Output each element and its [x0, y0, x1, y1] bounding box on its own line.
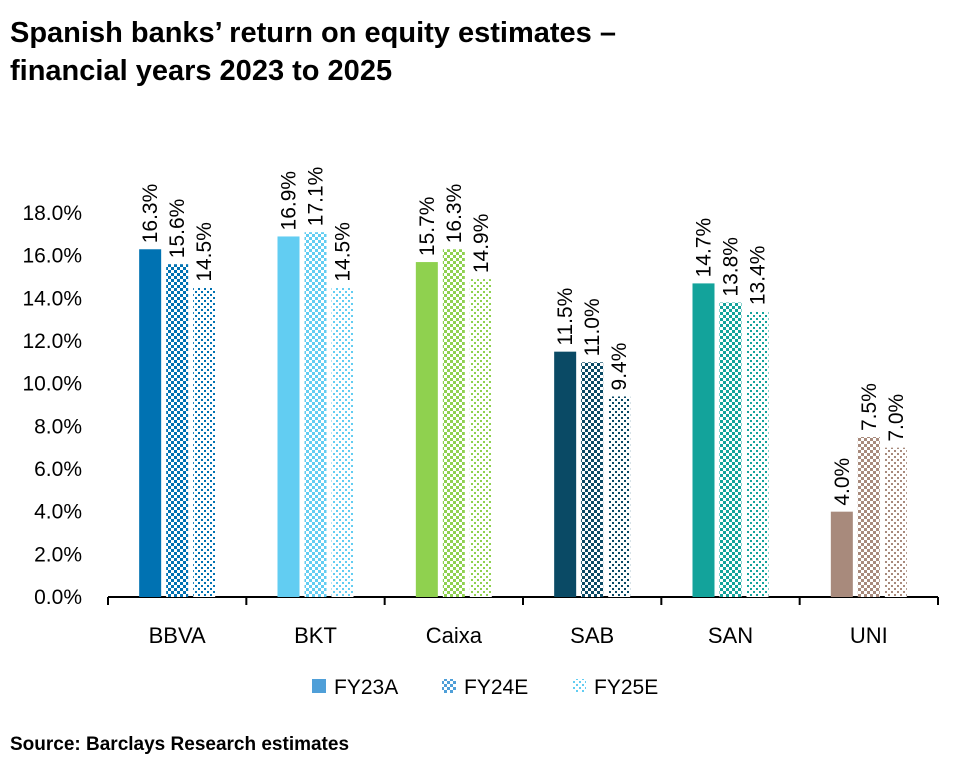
data-label: 14.7%: [693, 218, 716, 278]
legend-swatch-fy24e: [442, 679, 456, 693]
y-tick-label: 2.0%: [34, 543, 82, 566]
category-label: Caixa: [426, 623, 483, 648]
bar-uni-fy23a: [830, 511, 853, 597]
category-label: BKT: [294, 623, 337, 648]
title-line-1: Spanish banks’ return on equity estimate…: [10, 17, 616, 49]
bar-bbva-fy25e: [193, 287, 216, 597]
y-tick-label: 0.0%: [34, 586, 82, 609]
y-tick-label: 16.0%: [22, 245, 82, 268]
legend-label: FY25E: [594, 676, 658, 699]
legend-swatch-fy23a: [312, 679, 326, 693]
bar-bkt-fy23a: [277, 236, 300, 597]
data-label: 9.4%: [608, 343, 631, 391]
category-label: BBVA: [149, 623, 206, 648]
category-label: UNI: [850, 623, 888, 648]
bar-uni-fy24e: [857, 437, 880, 597]
bar-uni-fy25e: [884, 447, 907, 597]
data-label: 7.5%: [858, 383, 881, 431]
data-label: 16.9%: [278, 171, 301, 231]
title-line-2: financial years 2023 to 2025: [10, 55, 393, 87]
bar-bbva-fy24e: [166, 264, 189, 597]
chart-title: Spanish banks’ return on equity estimate…: [10, 14, 910, 90]
y-tick-label: 8.0%: [34, 415, 82, 438]
y-tick-label: 14.0%: [22, 287, 82, 310]
data-label: 13.4%: [747, 246, 770, 306]
data-label: 11.5%: [554, 288, 577, 346]
y-tick-label: 6.0%: [34, 458, 82, 481]
bar-san-fy25e: [746, 311, 769, 597]
data-label: 17.1%: [305, 167, 328, 227]
legend-label: FY23A: [334, 676, 398, 699]
data-label: 11.0%: [581, 298, 604, 356]
data-label: 15.6%: [166, 199, 189, 259]
data-label: 14.5%: [332, 222, 355, 282]
bar-bkt-fy24e: [304, 232, 327, 597]
bar-sab-fy23a: [554, 351, 577, 597]
bar-caixa-fy23a: [415, 262, 438, 597]
bar-caixa-fy25e: [469, 279, 492, 597]
data-label: 16.3%: [443, 184, 466, 244]
bar-caixa-fy24e: [442, 249, 465, 597]
data-label: 14.5%: [193, 222, 216, 282]
data-label: 13.8%: [720, 237, 743, 297]
category-label: SAB: [570, 623, 614, 648]
y-tick-label: 10.0%: [22, 373, 82, 396]
y-tick-label: 18.0%: [22, 202, 82, 225]
bar-chart: 0.0% 2.0% 4.0% 6.0% 8.0% 10.0% 12.0% 14.0% 16.0%…: [22, 167, 939, 699]
bar-sab-fy25e: [608, 396, 631, 597]
data-label: 7.0%: [885, 394, 908, 442]
y-tick-label: 4.0%: [34, 501, 82, 524]
bar-bkt-fy25e: [331, 287, 354, 597]
legend-swatch-fy25e: [572, 679, 586, 693]
source-note: Source: Barclays Research estimates: [10, 734, 350, 755]
bar-bbva-fy23a: [139, 249, 162, 597]
data-label: 14.9%: [470, 214, 493, 274]
data-label: 15.7%: [416, 197, 439, 257]
category-label: SAN: [708, 623, 753, 648]
data-label: 16.3%: [139, 184, 162, 244]
legend-label: FY24E: [464, 676, 528, 699]
bar-sab-fy24e: [581, 362, 604, 597]
data-label: 4.0%: [831, 458, 854, 506]
y-tick-label: 12.0%: [22, 330, 82, 353]
bar-san-fy24e: [719, 302, 742, 597]
bar-san-fy23a: [692, 283, 715, 597]
